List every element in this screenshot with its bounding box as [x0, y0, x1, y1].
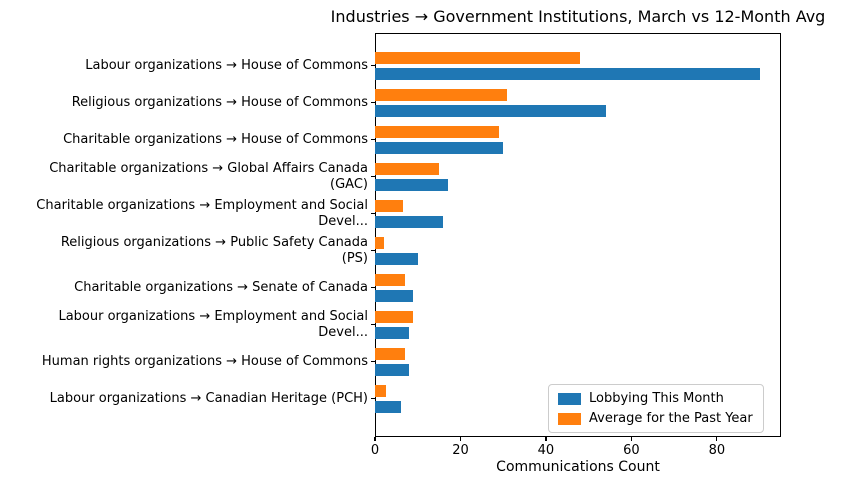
y-axis-tick-mark — [371, 213, 375, 215]
y-axis-tick-mark — [371, 287, 375, 289]
legend-swatch-blue — [558, 392, 581, 405]
x-axis-tick-label: 60 — [623, 443, 640, 458]
x-axis-tick-mark — [545, 437, 547, 441]
y-axis-category-label: Labour organizations → Canadian Heritage… — [49, 390, 368, 406]
bar-lobbying-this-month — [375, 215, 444, 228]
y-axis-category-label: Labour organizations → Employment and So… — [58, 308, 368, 340]
x-axis-tick-label: 0 — [370, 443, 380, 458]
legend: Lobbying This Month Average for the Past… — [548, 384, 764, 433]
legend-entry-average-past-year: Average for the Past Year — [558, 411, 753, 426]
x-axis-tick-mark — [630, 437, 632, 441]
y-axis-tick-mark — [371, 65, 375, 67]
y-axis-tick-mark — [371, 176, 375, 178]
y-axis-category-label: Charitable organizations → Employment an… — [36, 197, 368, 229]
y-axis-category-label: Labour organizations → House of Commons — [85, 57, 368, 73]
x-axis-tick-label: 20 — [452, 443, 469, 458]
y-axis-tick-mark — [371, 250, 375, 252]
x-axis-tick-label: 80 — [708, 443, 726, 458]
legend-entry-lobbying-this-month: Lobbying This Month — [558, 391, 753, 406]
y-axis-category-label: Human rights organizations → House of Co… — [41, 353, 368, 369]
y-axis-category-label: Religious organizations → House of Commo… — [71, 94, 368, 110]
y-axis-tick-mark — [371, 324, 375, 326]
legend-swatch-orange — [558, 412, 581, 425]
bar-lobbying-this-month — [375, 326, 410, 339]
x-axis-tick-mark — [459, 437, 462, 441]
bar-lobbying-this-month — [375, 67, 760, 80]
bar-lobbying-this-month — [375, 178, 448, 191]
bar-average-past-year — [375, 273, 405, 286]
bar-lobbying-this-month — [375, 252, 418, 265]
bar-average-past-year — [375, 310, 414, 323]
y-axis-category-label: Religious organizations → Public Safety … — [60, 234, 368, 266]
bar-lobbying-this-month — [375, 400, 401, 413]
y-axis-category-label: Charitable organizations → Senate of Can… — [74, 279, 368, 295]
y-axis-category-label: Charitable organizations → Global Affair… — [49, 160, 368, 192]
y-axis-tick-mark — [371, 398, 375, 400]
bar-average-past-year — [375, 162, 440, 175]
bar-average-past-year — [375, 199, 403, 212]
y-axis-tick-mark — [371, 139, 375, 141]
chart-title: Industries → Government Institutions, Ma… — [330, 7, 826, 26]
bar-average-past-year — [375, 125, 499, 138]
bar-average-past-year — [375, 236, 384, 249]
legend-label: Average for the Past Year — [589, 411, 753, 426]
bar-average-past-year — [375, 347, 405, 360]
bar-lobbying-this-month — [375, 289, 414, 302]
bar-lobbying-this-month — [375, 104, 606, 117]
legend-label: Lobbying This Month — [589, 391, 724, 406]
bar-lobbying-this-month — [375, 141, 504, 154]
y-axis-tick-mark — [371, 102, 375, 104]
x-axis-label: Communications Count — [496, 459, 660, 475]
y-axis-tick-mark — [371, 361, 375, 363]
bar-average-past-year — [375, 384, 386, 397]
bar-average-past-year — [375, 88, 508, 101]
y-axis-category-label: Charitable organizations → House of Comm… — [63, 131, 368, 147]
bar-average-past-year — [375, 51, 581, 64]
x-axis-tick-label: 40 — [537, 443, 555, 458]
bar-lobbying-this-month — [375, 363, 410, 376]
x-axis-tick-mark — [374, 437, 376, 441]
x-axis-tick-mark — [716, 437, 718, 441]
